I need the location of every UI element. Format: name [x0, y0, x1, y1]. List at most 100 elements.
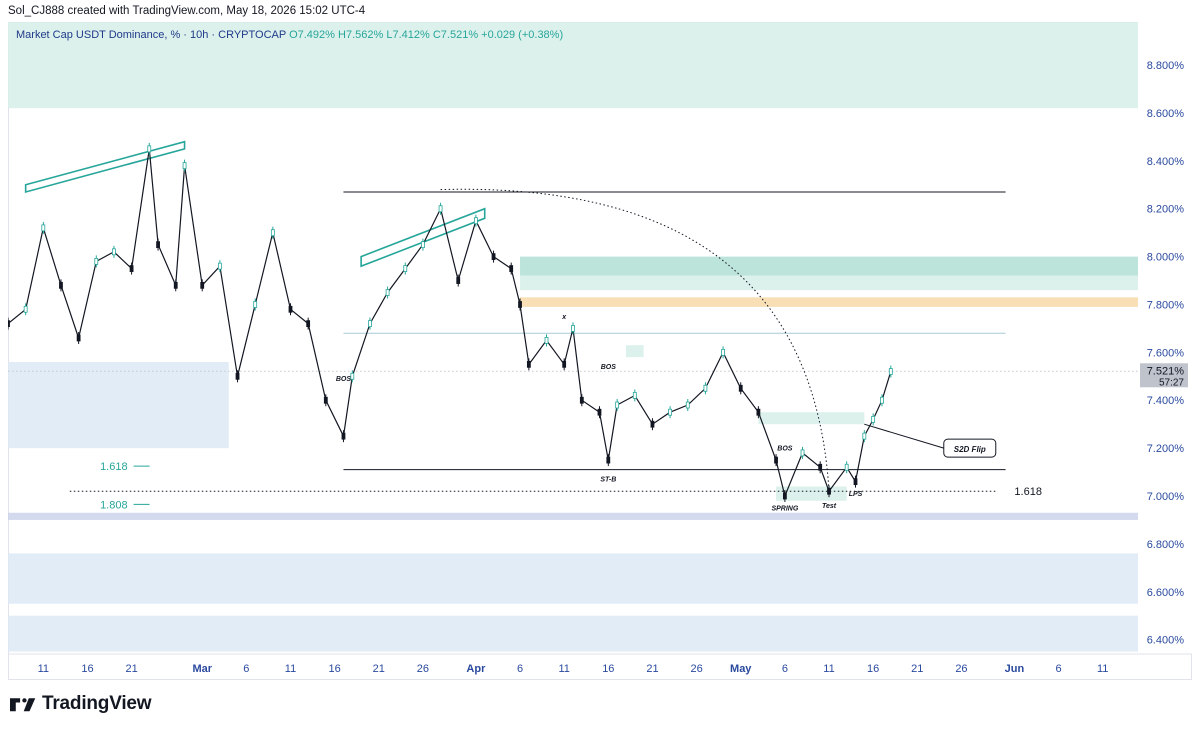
callout-box: [943, 438, 997, 458]
price-candle: [147, 145, 152, 153]
x-tick-label: 21: [911, 663, 923, 675]
chart-annotation: BOS: [777, 446, 793, 453]
x-tick-label: 16: [867, 663, 879, 675]
y-tick-label: 6.600%: [1147, 587, 1185, 599]
price-candle: [182, 162, 187, 170]
price-candle: [632, 392, 637, 399]
y-tick-label: 6.400%: [1147, 635, 1185, 647]
chart-annotation: BOS: [601, 364, 617, 371]
zone-rect: [8, 512, 1138, 520]
price-candle: [509, 265, 514, 272]
price-candle: [421, 241, 425, 249]
price-badge-countdown: 57:27: [1159, 377, 1184, 388]
y-tick-label: 8.800%: [1147, 60, 1185, 72]
price-candle: [800, 449, 805, 457]
x-tick-label: 16: [81, 663, 93, 675]
y-tick-label: 7.200%: [1147, 443, 1185, 455]
x-tick-label: 6: [1055, 663, 1061, 675]
x-tick-label: 11: [1097, 663, 1108, 675]
x-tick-label: Mar: [192, 663, 212, 675]
chart-annotation: Test: [822, 503, 837, 510]
fib-label: 1.618: [1014, 486, 1042, 498]
legend-change: +0.029 (+0.38%): [481, 29, 564, 41]
price-candle: [350, 372, 355, 380]
price-candle: [288, 305, 293, 313]
price-candle: [597, 408, 602, 416]
price-candle: [217, 262, 222, 270]
price-candle: [526, 360, 531, 368]
legend-close: C7.521%: [432, 29, 479, 41]
zone-rect: [8, 361, 229, 449]
legend-symbol[interactable]: Market Cap USDT Dominance, % · 10h · CRY…: [16, 29, 287, 41]
zone-rect: [8, 22, 1138, 109]
price-candle: [862, 432, 867, 440]
price-candle: [173, 281, 178, 289]
price-candle: [403, 265, 408, 272]
price-candle: [721, 348, 725, 356]
price-candle: [23, 305, 28, 313]
price-candle: [774, 456, 778, 464]
x-tick-label: 26: [417, 663, 429, 675]
legend-open: O7.492%: [289, 29, 335, 41]
price-candle: [827, 487, 831, 495]
price-candle: [880, 396, 884, 404]
price-candle: [579, 396, 584, 404]
y-tick-label: 6.800%: [1147, 539, 1185, 551]
legend-high: H7.562%: [338, 29, 384, 41]
y-tick-label: 8.600%: [1147, 108, 1185, 120]
callout-pointer: [864, 423, 944, 449]
chart-annotation: ST-B: [600, 477, 616, 484]
tradingview-logo-icon: [10, 698, 36, 712]
price-candle: [606, 456, 611, 464]
x-tick-label: 6: [782, 663, 788, 675]
price-candle: [888, 368, 893, 375]
x-tick-label: 11: [38, 663, 49, 675]
fib-label: 1.618: [100, 461, 128, 473]
price-candle: [253, 301, 258, 308]
chart-annotation: BOS: [336, 376, 352, 383]
y-tick-label: 7.800%: [1147, 299, 1185, 311]
x-tick-label: May: [730, 663, 752, 675]
x-tick-label: 26: [955, 663, 967, 675]
chart-annotation: LPS: [849, 491, 863, 498]
price-chart[interactable]: 1.618 1.808 1.618 BOS BOS x ST-B BOS SPRING Test L…: [8, 22, 1192, 680]
price-candle: [544, 336, 549, 344]
zone-rect: [625, 345, 644, 358]
price-candle: [41, 224, 46, 232]
zone-rect: [520, 275, 1138, 291]
x-tick-label: Apr: [466, 663, 486, 675]
zone-rect: [8, 615, 1138, 652]
price-candle: [112, 248, 116, 256]
tradingview-logo[interactable]: TradingView: [10, 693, 152, 715]
x-tick-label: 11: [558, 663, 569, 675]
arc-curve: [440, 188, 830, 492]
price-candle: [518, 301, 522, 308]
x-tick-label: 21: [646, 663, 658, 675]
price-candle: [270, 229, 275, 237]
channel-shape: [360, 207, 486, 268]
price-candle: [235, 372, 240, 380]
y-tick-label: 8.000%: [1147, 252, 1185, 264]
channel-shape: [24, 140, 186, 194]
x-tick-label: 21: [373, 663, 385, 675]
callout-text: S2D Flip: [954, 445, 986, 454]
price-candle: [756, 408, 761, 416]
price-candle: [871, 415, 876, 423]
price-candle: [615, 401, 620, 409]
price-candle: [200, 281, 205, 289]
price-candle: [562, 360, 567, 368]
price-candle: [59, 281, 63, 289]
price-candle: [571, 325, 575, 332]
price-candle: [782, 492, 787, 500]
y-tick-label: 7.000%: [1147, 491, 1185, 503]
price-candle: [438, 205, 443, 213]
price-candle: [818, 463, 823, 471]
chart-annotation: SPRING: [771, 505, 798, 512]
price-candle: [76, 334, 81, 342]
price-candle: [385, 289, 390, 296]
zone-rect: [520, 297, 1138, 307]
price-candle: [94, 257, 99, 265]
price-candle: [306, 320, 311, 328]
price-candle: [368, 320, 372, 328]
price-badge: [1140, 363, 1188, 388]
